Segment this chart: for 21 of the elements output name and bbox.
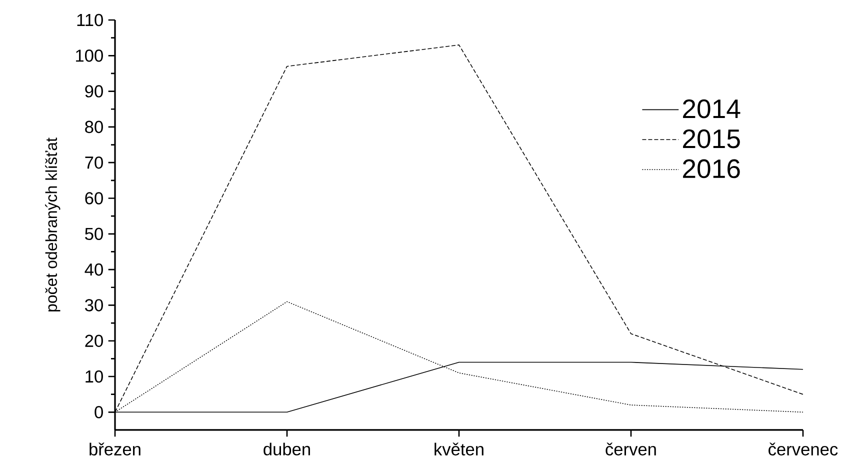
y-tick-label: 20 (85, 334, 103, 347)
x-tick-label: březen (90, 442, 140, 456)
y-tick-label: 80 (85, 120, 103, 134)
y-axis-title: počet odebraných klíšťat (45, 138, 60, 312)
x-tick-label: červen (606, 442, 656, 456)
y-tick-label: 60 (85, 192, 103, 204)
y-tick-label: 100 (76, 50, 103, 62)
y-tick-label: 50 (85, 228, 103, 240)
y-tick-label: 110 (77, 14, 103, 26)
legend-label: 2014 (683, 99, 740, 118)
y-tick-label: 10 (86, 370, 103, 383)
legend-label: 2016 (683, 159, 740, 178)
legend-label: 2015 (683, 129, 740, 148)
y-tick-label: 40 (84, 263, 103, 276)
x-tick-label: květen (434, 442, 484, 456)
x-tick-label: duben (264, 442, 310, 456)
y-tick-label: 0 (94, 406, 103, 418)
y-tick-label: 30 (85, 299, 103, 312)
y-tick-label: 90 (85, 85, 103, 98)
y-tick-label: 70 (85, 156, 103, 169)
x-tick-label: červenec (768, 442, 838, 456)
